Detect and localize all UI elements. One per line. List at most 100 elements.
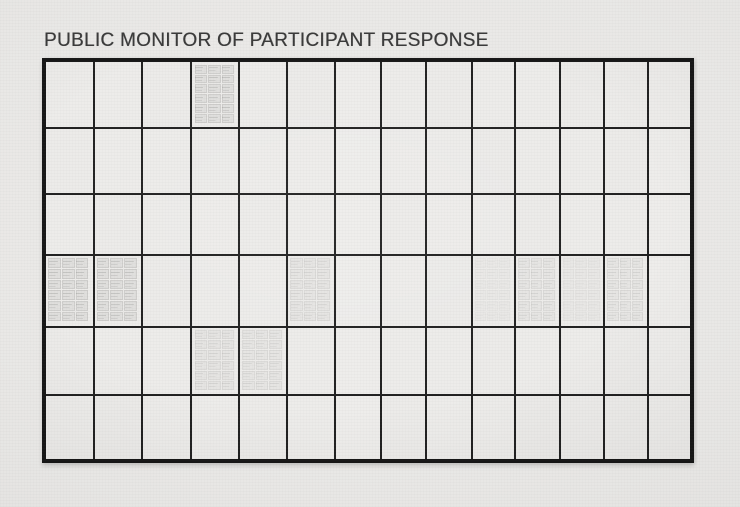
stamp-mini-cell [289,258,303,269]
stamp-mini-cell [194,114,208,124]
grid-cell [426,255,472,326]
stamp-mini-cell [110,279,124,290]
grid-cell [515,255,559,326]
stamp-mini-cell [530,279,543,290]
stamp-mini-cell [587,279,600,290]
grid-cell [426,327,472,394]
stamp-mini-cell [607,279,619,290]
grid-cell [649,395,690,459]
stamp-mini-cell [61,311,75,322]
stamp-mini-cell [269,360,282,370]
stamp-mini-cell [632,279,644,290]
stamp-mini-cell [194,74,208,84]
stamp-mini-cell [317,290,330,301]
stamp-mini-cell [269,370,282,380]
stamp-mini-cell [607,290,619,301]
stamp-mini-cell [194,104,208,114]
stamp-mini-cell [110,290,124,301]
stamp-mini-cell [242,370,255,380]
stamp-mini-cell [632,290,644,301]
stamp-mini-cell [619,290,632,301]
stamp-mini-cell [632,269,644,279]
stamp-mini-cell [475,258,487,269]
grid-cell [336,255,380,326]
stamp-mini-cell [317,301,330,311]
grid-cell [426,62,472,128]
grid-cell [473,255,514,326]
stamp-mini-cell [61,279,75,290]
stamp-mini-cell [487,258,499,269]
stamp-mini-cell [475,269,487,279]
grid-cell [46,327,93,394]
stamp-mini-cell [75,311,89,322]
grid-cell [515,327,559,394]
grid-cell [94,255,142,326]
stamp-mini-cell [607,311,619,322]
stamp-mini-cell [289,279,303,290]
stamp-mini-cell [518,301,530,311]
grid-cell [240,195,286,254]
stamp-mini-cell [317,279,330,290]
grid-cell [46,129,93,194]
stamp-mini-cell [562,269,575,279]
grid-cell [649,195,690,254]
stamp-mini-cell [75,258,89,269]
stamp-mini-cell [607,269,619,279]
stamp-mini-cell [619,269,632,279]
stamp-mini-cell [518,290,530,301]
stamp-mini-cell [499,290,511,301]
grid-cell [605,195,648,254]
stamp-mini-cell [208,340,221,350]
stamp-mini-cell [48,258,61,269]
stamp-mini-cell [487,290,499,301]
grid-cell [560,395,604,459]
grid-cell [649,255,690,326]
grid-cell [560,62,604,128]
stamp-mini-cell [619,301,632,311]
stamp-mini-cell [208,114,221,124]
stamp-mini-cell [96,279,110,290]
stamp-mini-cell [607,301,619,311]
stamp-block [562,258,600,322]
grid-cell [143,62,191,128]
grid-cell [192,195,239,254]
stamp-mini-cell [575,311,587,322]
stamp-mini-cell [61,301,75,311]
stamp-mini-cell [48,269,61,279]
stamp-mini-cell [530,311,543,322]
stamp-mini-cell [255,340,269,350]
stamp-mini-cell [530,258,543,269]
stamp-mini-cell [124,258,137,269]
stamp-mini-cell [61,269,75,279]
stamp-mini-cell [194,340,208,350]
grid-cell [560,195,604,254]
stamp-mini-cell [587,290,600,301]
stamp-mini-cell [587,311,600,322]
grid-cell [426,129,472,194]
stamp-mini-cell [221,104,234,114]
grid-cell [473,195,514,254]
stamp-mini-cell [48,311,61,322]
grid-cell [649,62,690,128]
grid-cell [473,129,514,194]
grid-cell [192,327,239,394]
stamp-mini-cell [303,290,317,301]
grid-cell [381,395,425,459]
stamp-mini-cell [255,380,269,390]
grid-cell [94,195,142,254]
stamp-mini-cell [619,258,632,269]
grid-cell [287,327,335,394]
stamp-mini-cell [587,301,600,311]
grid-cell [143,395,191,459]
stamp-mini-cell [475,301,487,311]
stamp-mini-cell [242,340,255,350]
stamp-mini-cell [499,269,511,279]
stamp-block [48,258,89,322]
grid-cell [605,129,648,194]
stamp-mini-cell [289,290,303,301]
stamp-mini-cell [317,311,330,322]
stamp-mini-cell [221,64,234,74]
grid-cell [240,327,286,394]
stamp-mini-cell [543,290,555,301]
